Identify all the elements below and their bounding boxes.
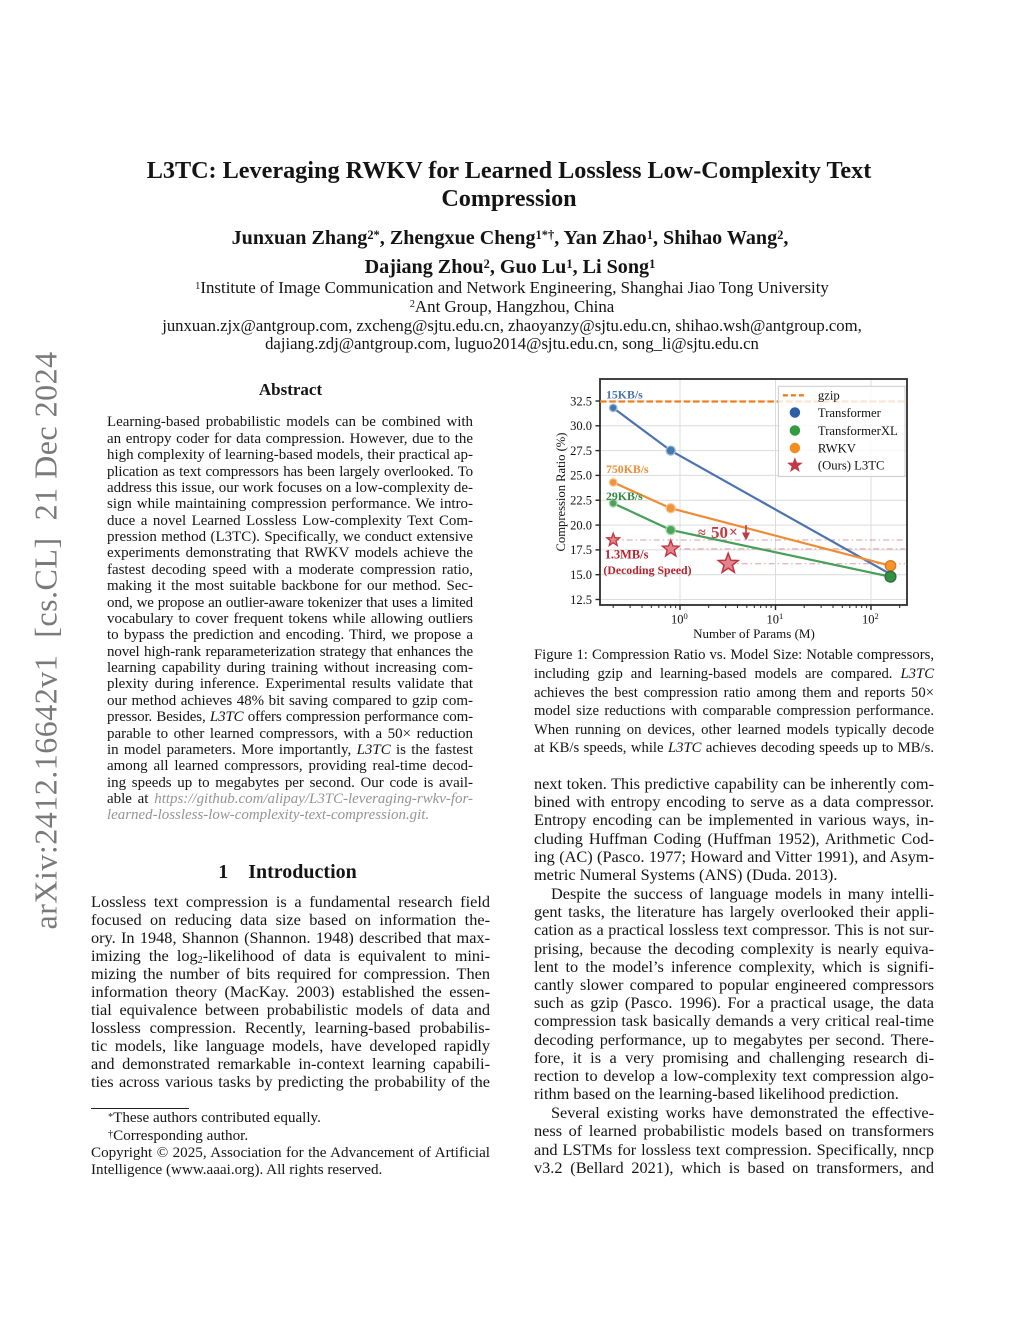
svg-text:Number of Params (M): Number of Params (M) (693, 626, 815, 641)
svg-text:gzip: gzip (818, 389, 840, 403)
svg-text:RWKV: RWKV (818, 441, 857, 455)
svg-text:25.0: 25.0 (570, 469, 592, 483)
svg-text:30.0: 30.0 (570, 419, 592, 433)
svg-text:15.0: 15.0 (570, 568, 592, 582)
svg-text:1.3MB/s: 1.3MB/s (605, 547, 649, 561)
svg-text:(Ours) L3TC: (Ours) L3TC (818, 459, 885, 473)
svg-text:20.0: 20.0 (570, 518, 592, 532)
svg-text:Compression Ratio (%): Compression Ratio (%) (554, 433, 568, 552)
svg-text:Transformer: Transformer (818, 406, 882, 420)
svg-text:17.5: 17.5 (570, 543, 592, 557)
svg-text:50: 50 (711, 523, 728, 542)
svg-text:29KB/s: 29KB/s (606, 489, 643, 503)
svg-text:22.5: 22.5 (570, 494, 592, 508)
svg-text:15KB/s: 15KB/s (606, 388, 643, 402)
svg-text:≈: ≈ (698, 526, 706, 541)
svg-text:101: 101 (767, 611, 784, 627)
svg-text:102: 102 (862, 611, 879, 627)
svg-text:×: × (729, 524, 738, 541)
svg-text:12.5: 12.5 (570, 593, 592, 607)
svg-text:32.5: 32.5 (570, 394, 592, 408)
svg-text:27.5: 27.5 (570, 444, 592, 458)
svg-text:100: 100 (671, 611, 688, 627)
svg-text:TransformerXL: TransformerXL (818, 424, 898, 438)
svg-text:750KB/s: 750KB/s (606, 462, 649, 476)
svg-text:(Decoding Speed): (Decoding Speed) (603, 563, 691, 577)
